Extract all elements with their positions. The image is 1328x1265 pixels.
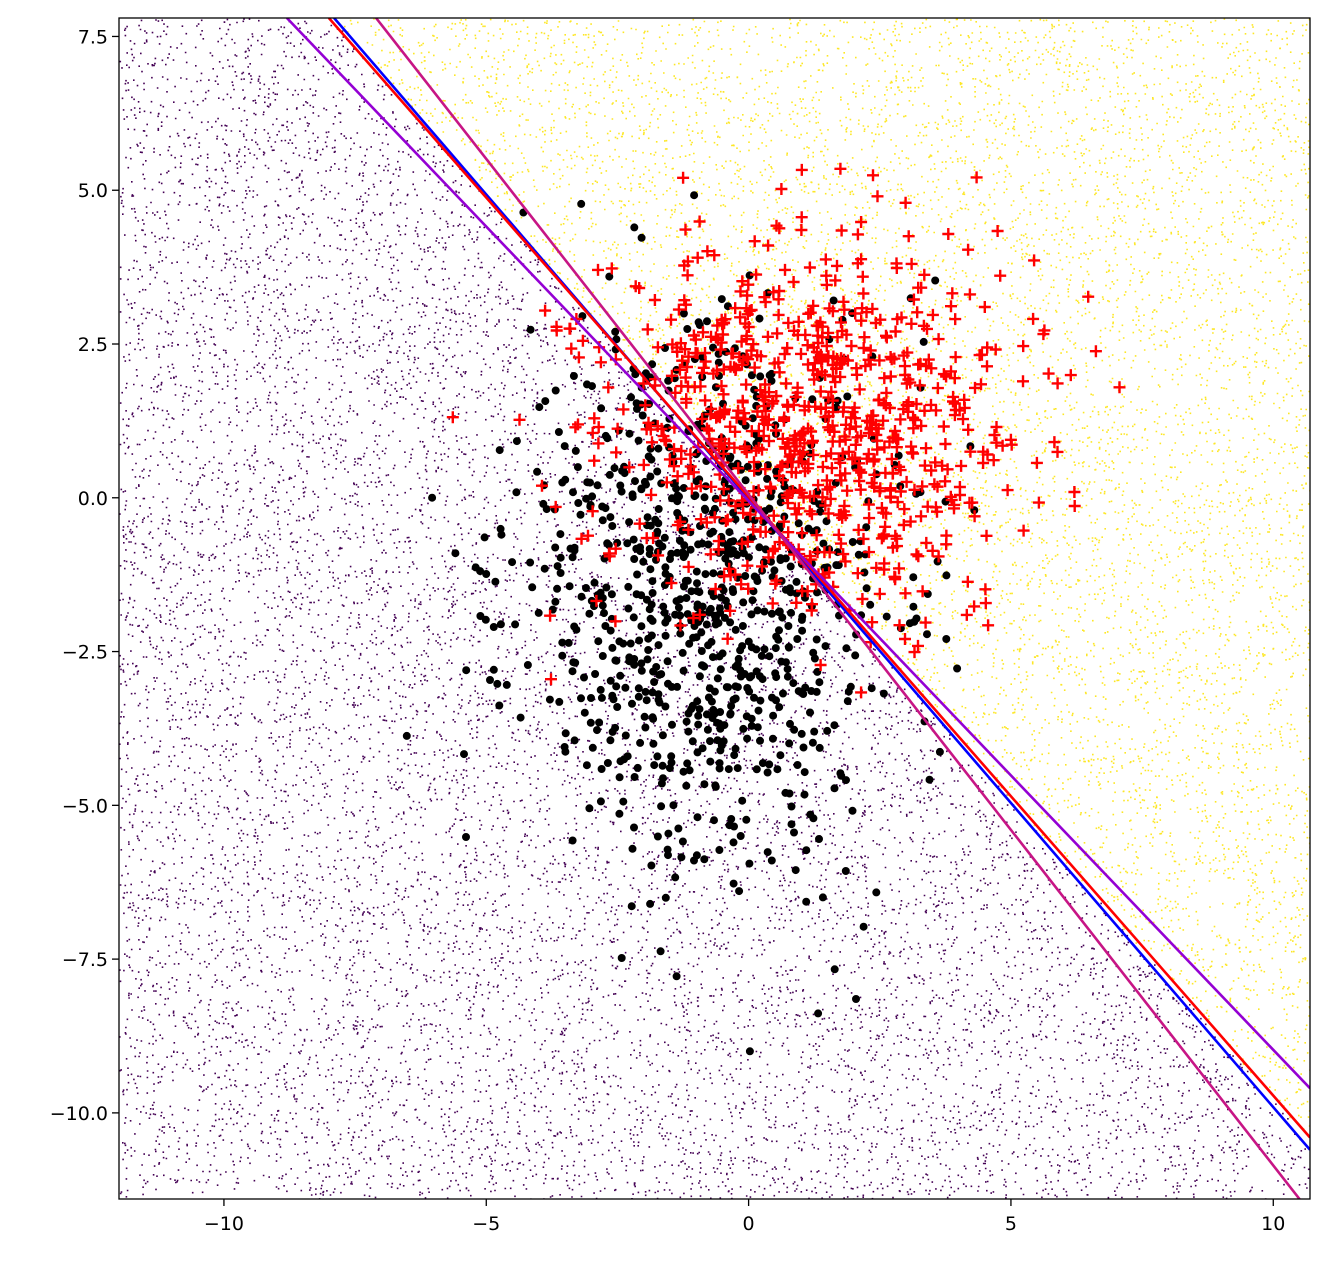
y-tick-label: −2.5: [62, 642, 108, 664]
boundary-line-3: [285, 18, 1310, 1090]
x-tick-label: −5: [472, 1213, 500, 1235]
boundary-line-1: [333, 18, 1310, 1151]
x-axis: −10 −5 0 5 10: [204, 1199, 1285, 1235]
x-tick-label: 5: [1005, 1213, 1017, 1235]
y-tick-label: −5.0: [62, 795, 108, 817]
y-tick-label: 7.5: [78, 26, 108, 48]
y-tick-label: 5.0: [78, 180, 108, 202]
y-tick-label: 2.5: [78, 334, 108, 356]
plus-markers: [446, 162, 1126, 699]
plot-layer: [119, 18, 1310, 1199]
plot-frame: [118, 17, 1311, 1200]
circle-marker-series: [402, 191, 979, 1056]
y-tick-label: −7.5: [62, 949, 108, 971]
boundary-line-2: [327, 18, 1310, 1139]
y-tick-label: −10.0: [50, 1103, 108, 1125]
series-points: [402, 162, 1126, 1056]
x-tick-label: 10: [1261, 1213, 1285, 1235]
boundary-line-4: [375, 18, 1301, 1199]
x-tick-label: 0: [743, 1213, 755, 1235]
y-axis: −10.0 −7.5 −5.0 −2.5 0.0 2.5 5.0 7.5: [50, 26, 119, 1125]
x-tick-label: −10: [204, 1213, 244, 1235]
circle-markers: [402, 191, 979, 1056]
plus-marker-series: [446, 162, 1126, 699]
boundary-lines: [285, 18, 1310, 1199]
y-tick-label: 0.0: [78, 488, 108, 510]
